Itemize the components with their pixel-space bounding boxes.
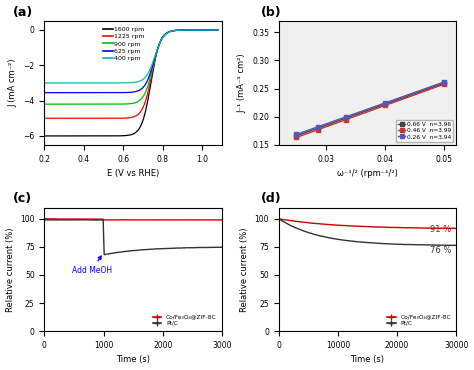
- Text: 76 %: 76 %: [429, 246, 451, 255]
- Y-axis label: Relative current (%): Relative current (%): [6, 227, 15, 312]
- Text: Add MeOH: Add MeOH: [72, 256, 112, 275]
- X-axis label: ω⁻¹/² (rpm⁻¹/²): ω⁻¹/² (rpm⁻¹/²): [337, 169, 398, 178]
- Text: (b): (b): [261, 6, 282, 18]
- Text: (a): (a): [12, 6, 33, 18]
- Text: (c): (c): [12, 192, 31, 205]
- Y-axis label: J⁻¹ (mA⁻¹ cm²): J⁻¹ (mA⁻¹ cm²): [237, 53, 246, 113]
- Text: 91 %: 91 %: [430, 225, 451, 234]
- X-axis label: Time (s): Time (s): [116, 356, 150, 364]
- Legend: 0.66 V  n=3.96, 0.46 V  n=3.99, 0.26 V  n=3.94: 0.66 V n=3.96, 0.46 V n=3.99, 0.26 V n=3…: [396, 120, 453, 142]
- Legend: Co/Fe₃O₄@ZIF-8C, Pt/C: Co/Fe₃O₄@ZIF-8C, Pt/C: [384, 312, 453, 328]
- X-axis label: Time (s): Time (s): [350, 356, 384, 364]
- Legend: 1600 rpm, 1225 rpm, 900 rpm, 625 rpm, 400 rpm: 1600 rpm, 1225 rpm, 900 rpm, 625 rpm, 40…: [100, 24, 147, 64]
- X-axis label: E (V vs RHE): E (V vs RHE): [107, 169, 159, 178]
- Legend: Co/Fe₃O₄@ZIF-8C, Pt/C: Co/Fe₃O₄@ZIF-8C, Pt/C: [150, 312, 219, 328]
- Y-axis label: Relative current (%): Relative current (%): [240, 227, 249, 312]
- Y-axis label: J (mA cm⁻²): J (mA cm⁻²): [9, 59, 18, 107]
- Text: (d): (d): [261, 192, 282, 205]
